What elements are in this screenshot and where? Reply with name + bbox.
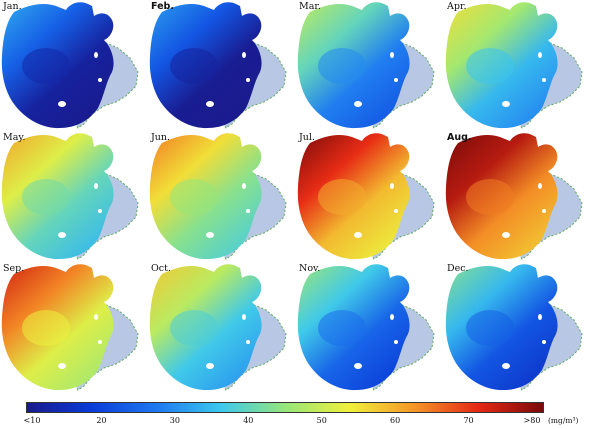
colorbar-tick-label: 20 [96, 416, 107, 425]
month-label: Aug. [447, 132, 472, 143]
island [246, 209, 250, 213]
island [542, 78, 546, 82]
island [502, 363, 510, 369]
colorbar-tick-label: 50 [316, 416, 327, 425]
lake-map [297, 264, 435, 391]
island [58, 232, 66, 238]
colorbar-tick-label: >80 [523, 416, 541, 425]
island [538, 52, 542, 58]
island [58, 363, 66, 369]
island [98, 78, 102, 82]
map-panel-jul: Jul. [296, 131, 446, 262]
colorbar-legend: (mg/m³) <10 20 30 40 50 60 70 >80 [0, 396, 600, 429]
month-label: Jul. [299, 132, 315, 143]
month-label: Apr. [447, 1, 467, 12]
island [98, 340, 102, 344]
central-zone [22, 179, 70, 215]
lake-map [297, 133, 435, 260]
central-zone [318, 48, 366, 84]
central-zone [466, 310, 514, 346]
month-label: Feb. [151, 1, 174, 12]
colorbar-tick-label: 40 [243, 416, 254, 425]
map-panel-apr: Apr. [444, 0, 594, 131]
colorbar-tick-label: 60 [390, 416, 401, 425]
month-label: Dec. [447, 263, 469, 274]
central-zone [170, 179, 218, 215]
island [538, 314, 542, 320]
lake-map [445, 2, 583, 129]
month-label: Mar. [299, 1, 321, 12]
island [246, 78, 250, 82]
island [242, 183, 246, 189]
island [394, 340, 398, 344]
colorbar [26, 402, 544, 413]
central-zone [170, 310, 218, 346]
map-panel-feb: Feb. [148, 0, 298, 131]
lake-map [149, 133, 287, 260]
island [94, 183, 98, 189]
month-label: Nov. [299, 263, 321, 274]
island [242, 314, 246, 320]
lake-map [1, 133, 139, 260]
map-panel-oct: Oct. [148, 262, 298, 393]
island [502, 232, 510, 238]
map-panel-nov: Nov. [296, 262, 446, 393]
island [354, 363, 362, 369]
map-panel-jun: Jun. [148, 131, 298, 262]
island [94, 314, 98, 320]
island [390, 183, 394, 189]
month-label: Sep. [3, 263, 25, 274]
lake-map [149, 264, 287, 391]
central-zone [318, 310, 366, 346]
central-zone [22, 48, 70, 84]
island [242, 52, 246, 58]
map-panel-aug: Aug. [444, 131, 594, 262]
island [354, 101, 362, 107]
island [542, 340, 546, 344]
island [502, 101, 510, 107]
central-zone [170, 48, 218, 84]
lake-map [1, 2, 139, 129]
month-label: May. [3, 132, 26, 143]
island [58, 101, 66, 107]
colorbar-tick-label: <10 [23, 416, 41, 425]
colorbar-unit: (mg/m³) [548, 416, 579, 425]
map-panel-dec: Dec. [444, 262, 594, 393]
island [390, 52, 394, 58]
lake-map [1, 264, 139, 391]
island [542, 209, 546, 213]
map-panel-sep: Sep. [0, 262, 150, 393]
island [394, 78, 398, 82]
central-zone [466, 179, 514, 215]
central-zone [318, 179, 366, 215]
month-label: Oct. [151, 263, 171, 274]
colorbar-tick-label: 70 [463, 416, 474, 425]
colorbar-tick-label: 30 [169, 416, 180, 425]
island [206, 101, 214, 107]
island [538, 183, 542, 189]
central-zone [466, 48, 514, 84]
island [98, 209, 102, 213]
monthly-maps-grid: Jan. Feb. Mar. Apr. May. Jun. Jul. Aug. Sep. Oct.… [0, 0, 594, 393]
island [94, 52, 98, 58]
island [394, 209, 398, 213]
lake-map [445, 133, 583, 260]
map-panel-mar: Mar. [296, 0, 446, 131]
map-panel-jan: Jan. [0, 0, 150, 131]
central-zone [22, 310, 70, 346]
lake-map [297, 2, 435, 129]
lake-map [445, 264, 583, 391]
month-label: Jun. [151, 132, 171, 143]
month-label: Jan. [3, 1, 22, 12]
island [206, 232, 214, 238]
island [206, 363, 214, 369]
island [354, 232, 362, 238]
island [246, 340, 250, 344]
island [390, 314, 394, 320]
map-panel-may: May. [0, 131, 150, 262]
lake-map [149, 2, 287, 129]
